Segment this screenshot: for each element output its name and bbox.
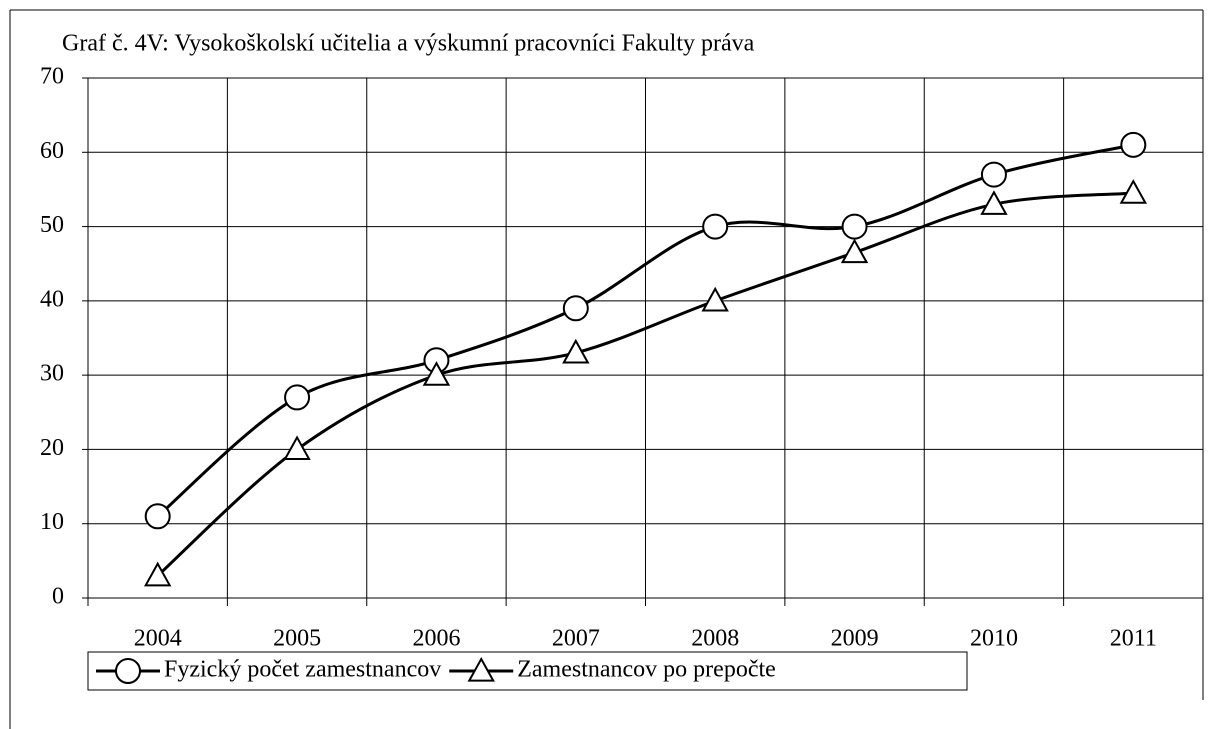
x-tick-label: 2004 <box>134 626 182 652</box>
x-tick-label: 2008 <box>691 626 739 652</box>
legend-marker <box>115 658 141 684</box>
marker <box>1119 179 1148 204</box>
marker <box>422 361 451 386</box>
y-tick-label: 30 <box>40 361 64 387</box>
x-tick-label: 2006 <box>412 626 460 652</box>
legend-box <box>87 651 968 691</box>
marker <box>144 503 171 530</box>
marker <box>1120 131 1147 158</box>
y-tick-label: 20 <box>40 435 64 461</box>
y-tick-label: 40 <box>40 286 64 312</box>
marker <box>980 161 1007 188</box>
y-tick-label: 10 <box>40 509 64 535</box>
x-tick-label: 2007 <box>552 626 600 652</box>
marker <box>562 338 590 364</box>
x-tick-label: 2005 <box>273 626 321 652</box>
marker <box>283 435 311 461</box>
x-tick-label: 2010 <box>970 626 1018 652</box>
marker <box>980 190 1008 215</box>
x-tick-label: 2009 <box>831 626 879 652</box>
legend-label: Fyzický počet zamestnancov <box>164 657 441 683</box>
x-tick-label: 2011 <box>1110 626 1157 652</box>
marker <box>284 384 311 411</box>
y-tick-label: 60 <box>40 138 64 164</box>
marker <box>701 286 729 312</box>
y-tick-label: 50 <box>40 212 64 238</box>
legend-label: Zamestnancov po prepočte <box>517 657 776 683</box>
y-tick-label: 0 <box>52 584 64 610</box>
chart-title: Graf č. 4V: Vysokoškolskí učitelia a výs… <box>62 31 755 57</box>
marker <box>841 213 868 240</box>
marker <box>840 238 869 264</box>
marker <box>562 295 589 322</box>
legend-marker <box>467 656 495 682</box>
marker <box>702 213 729 240</box>
y-tick-label: 70 <box>40 64 64 90</box>
marker <box>143 561 172 587</box>
